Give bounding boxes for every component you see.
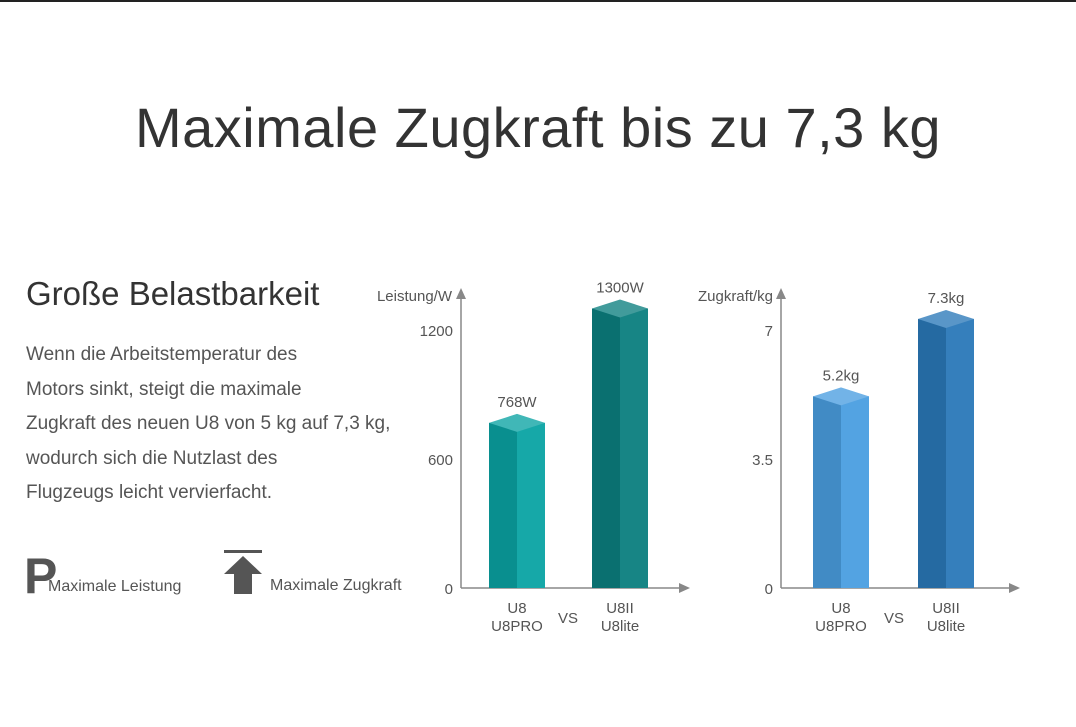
y-axis-label: Zugkraft/kg xyxy=(698,288,773,305)
x-axis-arrow-icon xyxy=(679,583,690,593)
legend-power-label: Maximale Leistung xyxy=(48,578,182,595)
vs-label: VS xyxy=(558,610,578,627)
bar-right-face xyxy=(620,308,648,588)
y-axis-arrow-icon xyxy=(456,288,466,299)
bar-value-label: 768W xyxy=(497,394,537,411)
x-axis-arrow-icon xyxy=(1009,583,1020,593)
y-tick-label: 0 xyxy=(765,581,773,598)
description-paragraph: Wenn die Arbeitstemperatur des Motors si… xyxy=(26,338,426,511)
power-symbol-icon: P xyxy=(24,548,58,604)
y-axis-arrow-icon xyxy=(776,288,786,299)
paragraph-line: Zugkraft des neuen U8 von 5 kg auf 7,3 k… xyxy=(26,413,391,434)
section-subtitle: Große Belastbarkeit xyxy=(26,275,320,312)
bar-right-face xyxy=(841,396,869,588)
x-tick-label: U8II xyxy=(932,600,960,617)
page-title: Maximale Zugkraft bis zu 7,3 kg xyxy=(134,96,942,159)
arrow-up-icon xyxy=(224,550,262,594)
y-tick-label: 3.5 xyxy=(752,452,773,469)
bar-value-label: 7.3kg xyxy=(928,290,965,307)
x-tick-label: U8lite xyxy=(927,618,965,635)
x-tick-label: U8PRO xyxy=(491,618,543,635)
bar-left-face xyxy=(918,318,946,588)
bar-top-cap xyxy=(813,387,869,406)
paragraph-line: wodurch sich die Nutzlast des xyxy=(26,447,278,469)
x-tick-label: U8 xyxy=(831,600,850,617)
bar-top-cap xyxy=(592,299,648,318)
x-tick-label: U8 xyxy=(507,600,526,617)
vs-label: VS xyxy=(884,610,904,627)
bar-right-face xyxy=(946,318,974,588)
legend-thrust-label: Maximale Zugkraft xyxy=(270,577,402,594)
paragraph-line: Motors sinkt, steigt die maximale xyxy=(26,378,302,400)
bar-left-face xyxy=(592,308,620,588)
paragraph-line: Flugzeugs leicht vervierfacht. xyxy=(26,482,273,503)
bar-value-label: 5.2kg xyxy=(823,367,860,384)
bar-right-face xyxy=(517,422,545,588)
y-tick-label: 1200 xyxy=(420,323,453,340)
paragraph-line: Wenn die Arbeitstemperatur des xyxy=(26,344,298,365)
bar-left-face xyxy=(813,396,841,588)
y-tick-label: 7 xyxy=(765,323,773,340)
y-tick-label: 600 xyxy=(428,452,453,469)
x-tick-label: U8II xyxy=(606,600,634,617)
bar-left-face xyxy=(489,422,517,588)
y-axis-label: Leistung/W xyxy=(377,288,453,305)
x-tick-label: U8lite xyxy=(601,618,639,635)
y-tick-label: 0 xyxy=(445,581,453,598)
top-border xyxy=(0,0,1076,2)
bar-top-cap xyxy=(489,413,545,432)
x-tick-label: U8PRO xyxy=(815,618,867,635)
bar-value-label: 1300W xyxy=(596,280,644,297)
bar-top-cap xyxy=(918,309,974,328)
